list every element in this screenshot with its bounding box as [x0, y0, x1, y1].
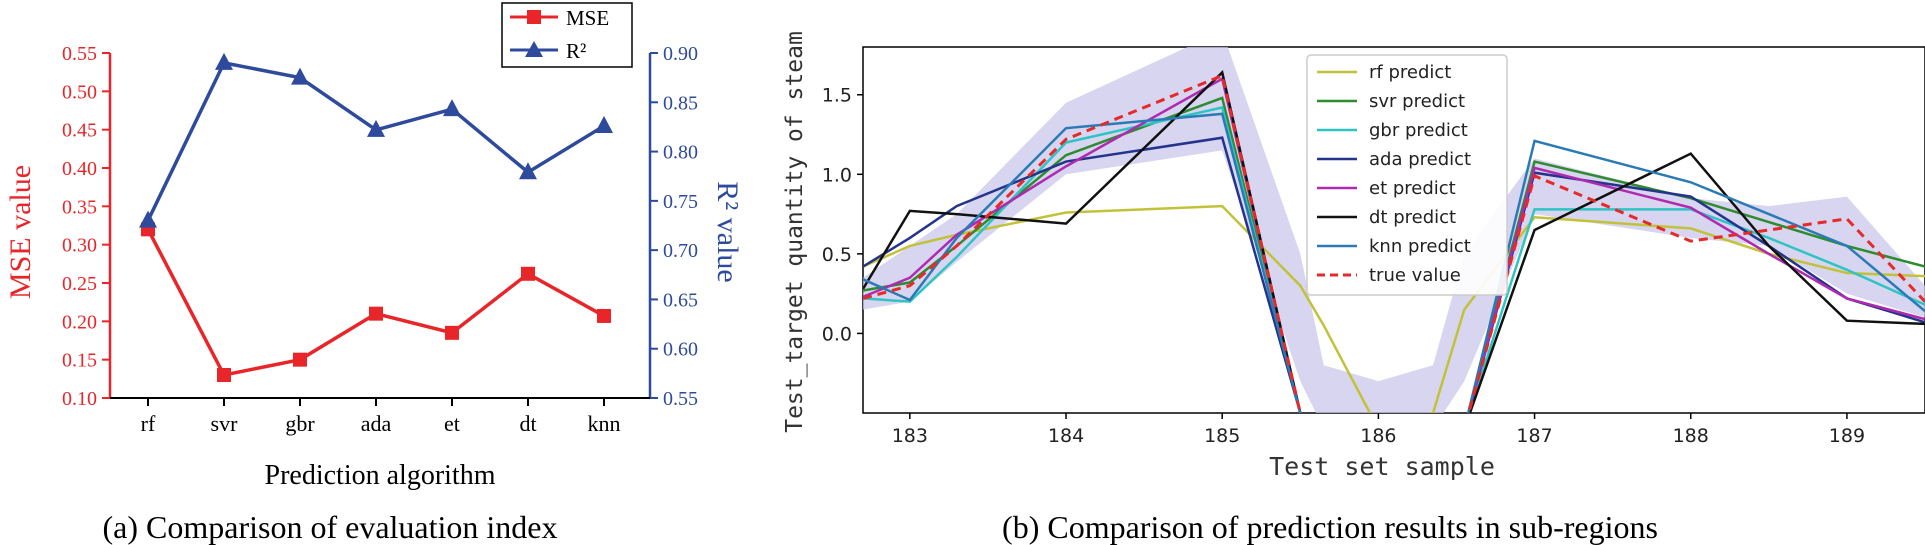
sample-tick-label: 188 [1673, 425, 1709, 447]
sample-tick-label: 186 [1360, 425, 1396, 447]
mse-axis-title: MSE value [4, 165, 37, 299]
panel-b-chart: 183 184 185 186 187 188 189 0.0 0.5 1.0 1.5 Test_… [782, 31, 1925, 545]
steam-tick-label: 0.0 [822, 323, 852, 345]
legend-items: rf predict svr predict gbr predict ada pred… [1317, 62, 1471, 286]
legend-mse-label: MSE [566, 6, 609, 30]
legend-r2-label: R² [566, 39, 586, 63]
sample-axis-title: Test set sample [1269, 452, 1495, 481]
panel-a-series-group [139, 52, 613, 382]
legend-box [1306, 54, 1508, 296]
rf-predict-line [863, 204, 1925, 413]
panel-b-series-group [863, 70, 1925, 413]
legend-box [501, 2, 633, 68]
sample-tick-label: 184 [1048, 425, 1084, 447]
rf-predict-legend-label: rf predict [1369, 62, 1451, 83]
mse-point [445, 325, 459, 340]
r2-tick-label: 0.90 [663, 43, 698, 65]
sample-tick-group: 183 184 185 186 187 188 189 [892, 413, 1865, 447]
algorithm-tick-label: gbr [285, 411, 315, 436]
knn-predict-legend-label: knn predict [1369, 236, 1471, 257]
r2-axis-title: R² value [711, 181, 744, 282]
mse-point [217, 368, 231, 382]
steam-tick-label: 1.0 [822, 164, 852, 186]
sample-tick-label: 183 [892, 425, 928, 447]
r2-tick-label: 0.70 [663, 240, 698, 262]
confidence-band [863, 47, 1925, 413]
panel-a-legend: MSE R² [501, 2, 633, 68]
r2-tick-label: 0.80 [663, 142, 698, 164]
panel-b-legend: rf predict svr predict gbr predict ada pred… [1306, 54, 1508, 296]
ada-predict-line [863, 136, 1925, 413]
mse-series-line [146, 228, 605, 377]
algorithm-axis-title: Prediction algorithm [265, 460, 496, 491]
sample-tick-label: 189 [1829, 425, 1865, 447]
r-point [291, 67, 309, 85]
mse-tick-label: 0.30 [62, 235, 97, 257]
sample-tick-label: 187 [1516, 425, 1552, 447]
svr-predict-legend-label: svr predict [1369, 91, 1465, 112]
r-point [139, 210, 157, 228]
dt-predict-legend-label: dt predict [1369, 207, 1456, 228]
r2-tick-label: 0.55 [663, 388, 698, 410]
r-point [215, 52, 233, 70]
panel-b-caption: (b) Comparison of prediction results in … [1002, 509, 1658, 545]
steam-tick-label: 0.5 [822, 244, 852, 266]
mse-tick-label: 0.10 [62, 388, 97, 410]
mse-tick-label: 0.55 [62, 43, 97, 65]
mse-tick-label: 0.15 [62, 350, 97, 372]
et-predict-legend-label: et predict [1369, 178, 1456, 199]
r2-tick-label: 0.60 [663, 339, 698, 361]
r2-tick-label: 0.75 [663, 191, 698, 213]
steam-tick-group: 0.0 0.5 1.0 1.5 [822, 85, 863, 345]
mse-tick-label: 0.25 [62, 273, 97, 295]
r-series-line [146, 60, 605, 222]
panel-a-chart: 0.10 0.15 0.20 0.25 0.30 0.35 0.40 0.45 0.50 0.55… [4, 2, 744, 545]
mse-tick-label: 0.40 [62, 158, 97, 180]
r2-tick-label: 0.65 [663, 289, 698, 311]
r-point [443, 99, 461, 117]
algorithm-tick-label: svr [211, 411, 239, 436]
dt-predict-line [863, 70, 1925, 413]
r2-tick-label: 0.85 [663, 92, 698, 114]
legend-r2-marker [525, 41, 543, 57]
mse-tick-label: 0.20 [62, 311, 97, 333]
mse-point [521, 266, 535, 281]
sample-tick-label: 185 [1204, 425, 1240, 447]
algorithm-tick-label: ada [361, 411, 392, 436]
algorithm-tick-label: et [444, 411, 460, 436]
r2-tick-group: 0.55 0.60 0.65 0.70 0.75 0.80 0.85 0.90 [650, 43, 698, 410]
algorithm-tick-group: rf svr gbr ada et dt knn [141, 398, 621, 436]
r-point [367, 119, 385, 137]
r-point [595, 115, 613, 133]
steam-axis-title: Test_target quantity of steam [782, 31, 808, 433]
mse-tick-label: 0.50 [62, 81, 97, 103]
mse-tick-label: 0.35 [62, 196, 97, 218]
true-value-legend-label: true value [1369, 265, 1461, 286]
steam-tick-label: 1.5 [822, 85, 852, 107]
mse-point [369, 306, 383, 321]
algorithm-tick-label: knn [588, 411, 621, 436]
r-point [519, 162, 537, 180]
gbr-predict-legend-label: gbr predict [1369, 120, 1468, 141]
mse-tick-label: 0.45 [62, 120, 97, 142]
algorithm-tick-label: rf [141, 411, 156, 436]
mse-point [597, 308, 611, 323]
legend-mse-marker [527, 10, 541, 24]
mse-tick-group: 0.10 0.15 0.20 0.25 0.30 0.35 0.40 0.45 0.50 0.55 [62, 43, 110, 410]
mse-point [293, 352, 307, 367]
panel-a-caption: (a) Comparison of evaluation index [103, 509, 558, 545]
et-predict-line [863, 76, 1925, 413]
algorithm-tick-label: dt [519, 411, 536, 436]
knn-predict-line [863, 112, 1925, 413]
ada-predict-legend-label: ada predict [1369, 149, 1471, 170]
